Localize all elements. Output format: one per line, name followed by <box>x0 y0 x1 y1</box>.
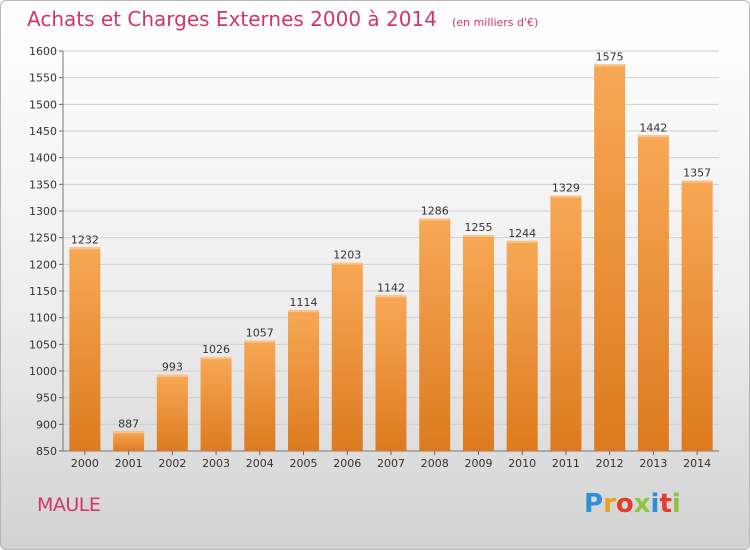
bar-highlight-2013 <box>637 135 669 138</box>
bar-highlight-2005 <box>288 310 320 313</box>
bar-highlight-2008 <box>419 218 451 221</box>
y-tick-label-900: 900 <box>36 418 57 431</box>
bar-2009 <box>462 235 494 451</box>
data-label-2003: 1026 <box>202 343 230 356</box>
bar-2000 <box>69 247 101 451</box>
bar-highlight-2002 <box>156 374 188 377</box>
data-label-2011: 1329 <box>552 182 580 195</box>
x-tick-label-2011: 2011 <box>552 457 580 470</box>
bar-highlight-2003 <box>200 357 232 360</box>
y-tick-label-1250: 1250 <box>29 232 57 245</box>
bars <box>69 64 713 452</box>
chart-unit: (en milliers d'€) <box>452 16 539 29</box>
y-tick-label-1150: 1150 <box>29 285 57 298</box>
x-tick-label-2007: 2007 <box>377 457 405 470</box>
bar-2008 <box>419 218 451 451</box>
logo-letter-2: o <box>615 489 634 519</box>
bar-2005 <box>288 310 320 451</box>
bar-highlight-2012 <box>594 64 626 67</box>
bar-2006 <box>331 262 363 451</box>
x-tick-label-2001: 2001 <box>115 457 143 470</box>
y-tick-label-950: 950 <box>36 392 57 405</box>
bar-2007 <box>375 295 407 451</box>
proxiti-logo: Proxiti <box>584 489 681 519</box>
title-row: Achats et Charges Externes 2000 à 2014 (… <box>27 7 538 31</box>
data-label-2007: 1142 <box>377 281 405 294</box>
bar-highlight-2014 <box>681 180 713 183</box>
bar-highlight-2004 <box>244 340 276 343</box>
data-label-2014: 1357 <box>683 167 711 180</box>
bar-highlight-2009 <box>462 235 494 237</box>
y-tick-label-1350: 1350 <box>29 178 57 191</box>
bar-2014 <box>681 180 713 451</box>
x-tick-label-2014: 2014 <box>683 457 711 470</box>
y-tick-label-1100: 1100 <box>29 312 57 325</box>
bar-highlight-2011 <box>550 195 582 198</box>
data-label-2001: 887 <box>118 417 139 430</box>
x-tick-label-2002: 2002 <box>158 457 186 470</box>
chart-title: Achats et Charges Externes 2000 à 2014 <box>27 7 437 31</box>
data-label-2006: 1203 <box>333 249 361 262</box>
bar-2004 <box>244 340 276 451</box>
bar-2012 <box>594 64 626 452</box>
x-tick-label-2010: 2010 <box>508 457 536 470</box>
logo-letter-1: r <box>603 489 616 519</box>
bar-2003 <box>200 357 232 451</box>
x-tick-label-2008: 2008 <box>421 457 449 470</box>
bar-2011 <box>550 195 582 451</box>
y-tick-label-850: 850 <box>36 445 57 458</box>
data-label-2010: 1244 <box>508 227 536 240</box>
x-tick-label-2013: 2013 <box>639 457 667 470</box>
y-tick-label-1050: 1050 <box>29 338 57 351</box>
bar-highlight-2007 <box>375 295 407 298</box>
x-tick-label-2000: 2000 <box>71 457 99 470</box>
bar-highlight-2006 <box>331 262 363 265</box>
x-tick-label-2006: 2006 <box>333 457 361 470</box>
logo-letter-5: t <box>659 489 672 519</box>
y-tick-label-1600: 1600 <box>29 45 57 58</box>
logo-letter-4: i <box>650 489 660 519</box>
bar-2002 <box>156 374 188 451</box>
data-label-2009: 1255 <box>464 221 492 234</box>
y-tick-label-1550: 1550 <box>29 72 57 85</box>
bar-2013 <box>637 135 669 451</box>
data-label-2005: 1114 <box>290 296 318 309</box>
data-label-2008: 1286 <box>421 204 449 217</box>
logo-letter-0: P <box>584 489 604 519</box>
x-tick-label-2009: 2009 <box>464 457 492 470</box>
y-tick-label-1450: 1450 <box>29 125 57 138</box>
y-tick-label-1500: 1500 <box>29 98 57 111</box>
data-label-2012: 1575 <box>596 50 624 63</box>
data-label-2000: 1232 <box>71 233 99 246</box>
data-label-2004: 1057 <box>246 327 274 340</box>
commune-name: MAULE <box>37 494 101 516</box>
data-label-2002: 993 <box>162 361 183 374</box>
y-tick-label-1200: 1200 <box>29 258 57 271</box>
y-tick-label-1000: 1000 <box>29 365 57 378</box>
y-tick-label-1300: 1300 <box>29 205 57 218</box>
bar-highlight-2000 <box>69 247 101 250</box>
x-tick-label-2003: 2003 <box>202 457 230 470</box>
bar-highlight-2010 <box>506 240 538 243</box>
x-tick-label-2012: 2012 <box>596 457 624 470</box>
bar-highlight-2001 <box>113 431 145 434</box>
logo-letter-6: i <box>671 489 681 519</box>
y-tick-label-1400: 1400 <box>29 152 57 165</box>
x-tick-label-2005: 2005 <box>290 457 318 470</box>
logo-letter-3: x <box>633 489 651 519</box>
bar-2001 <box>113 431 145 451</box>
labels: 850 900 950 1000 1050 1100 1150 1200 1250 1300 135… <box>29 45 711 470</box>
bar-2010 <box>506 240 538 451</box>
data-label-2013: 1442 <box>639 121 667 134</box>
x-tick-label-2004: 2004 <box>246 457 274 470</box>
